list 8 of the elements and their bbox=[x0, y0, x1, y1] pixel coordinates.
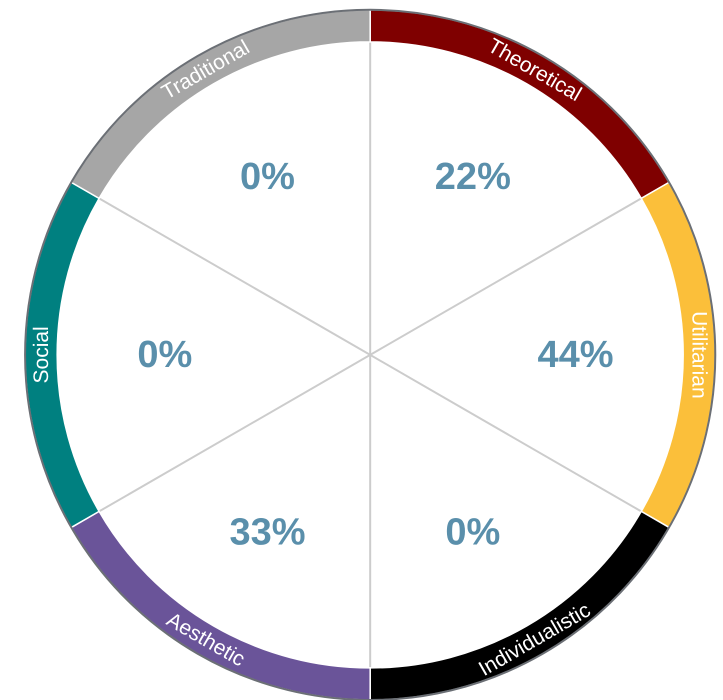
data-label: 44% bbox=[537, 334, 614, 376]
data-label: 22% bbox=[434, 156, 511, 198]
data-label: 0% bbox=[240, 156, 295, 198]
category-label: Social bbox=[30, 326, 53, 384]
data-label: 0% bbox=[445, 512, 500, 554]
data-label: 0% bbox=[137, 334, 192, 376]
category-label: Utilitarian bbox=[688, 311, 711, 399]
data-label: 33% bbox=[229, 512, 306, 554]
